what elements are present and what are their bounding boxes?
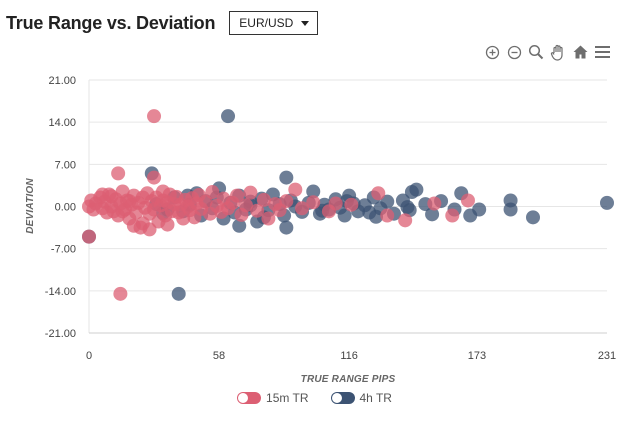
- x-tick-label: 173: [468, 350, 486, 362]
- scatter-point[interactable]: [445, 208, 460, 223]
- scatter-point[interactable]: [400, 200, 415, 215]
- scatter-point[interactable]: [238, 198, 253, 213]
- scatter-point[interactable]: [232, 218, 247, 233]
- scatter-point[interactable]: [295, 201, 310, 216]
- scatter-point[interactable]: [115, 204, 130, 219]
- scatter-point[interactable]: [279, 170, 294, 185]
- scatter-point[interactable]: [503, 202, 518, 217]
- x-tick-label: 116: [340, 350, 358, 362]
- scatter-point[interactable]: [279, 194, 294, 209]
- scatter-point[interactable]: [95, 187, 110, 202]
- scatter-point[interactable]: [380, 208, 395, 223]
- scatter-point[interactable]: [460, 193, 475, 208]
- toggle-icon: [330, 392, 355, 404]
- y-tick-label: 14.00: [48, 117, 76, 129]
- scatter-point[interactable]: [135, 216, 150, 231]
- y-tick-label: -21.00: [45, 328, 76, 340]
- scatter-point[interactable]: [147, 170, 162, 185]
- scatter-point[interactable]: [122, 194, 137, 209]
- y-tick-label: 21.00: [48, 75, 76, 87]
- y-tick-label: -7.00: [51, 244, 76, 256]
- chevron-down-icon: [301, 20, 310, 26]
- pan-hand-icon[interactable]: [549, 43, 567, 61]
- scatter-point[interactable]: [111, 166, 126, 181]
- currency-pair-dropdown[interactable]: EUR/USD: [229, 11, 319, 35]
- x-tick-label: 58: [213, 350, 225, 362]
- data-points[interactable]: [82, 109, 614, 301]
- scatter-point[interactable]: [279, 220, 294, 235]
- scatter-point[interactable]: [113, 286, 128, 301]
- legend-item-4h[interactable]: 4h TR: [330, 391, 392, 405]
- x-axis-title: TRUE RANGE PIPS: [301, 374, 396, 385]
- zoom-in-icon[interactable]: [483, 43, 501, 61]
- scatter-point[interactable]: [147, 109, 162, 124]
- scatter-point[interactable]: [82, 229, 96, 244]
- scatter-point[interactable]: [380, 194, 395, 209]
- scatter-point[interactable]: [250, 203, 265, 218]
- scatter-point[interactable]: [261, 211, 276, 226]
- scatter-point[interactable]: [156, 184, 170, 199]
- zoom-out-icon[interactable]: [505, 43, 523, 61]
- legend-label: 15m TR: [266, 391, 309, 405]
- scatter-point[interactable]: [337, 208, 352, 223]
- legend-item-15m[interactable]: 15m TR: [237, 391, 309, 405]
- chart-toolbar: [483, 43, 611, 61]
- scatter-point[interactable]: [427, 196, 442, 211]
- scatter-point[interactable]: [398, 213, 413, 228]
- scatter-point[interactable]: [306, 184, 321, 199]
- scatter-point[interactable]: [600, 195, 614, 210]
- scatter-point[interactable]: [371, 186, 386, 201]
- scatter-point[interactable]: [230, 188, 244, 203]
- scatter-point[interactable]: [205, 185, 220, 200]
- x-tick-label: 0: [86, 350, 92, 362]
- scatter-point[interactable]: [404, 185, 419, 200]
- page-title: True Range vs. Deviation: [6, 12, 216, 33]
- y-axis-title: DEVIATION: [25, 178, 36, 234]
- scatter-point[interactable]: [306, 195, 321, 210]
- zoom-select-icon[interactable]: [527, 43, 545, 61]
- scatter-point[interactable]: [221, 109, 236, 124]
- y-tick-label: -14.00: [45, 286, 76, 298]
- scatter-point[interactable]: [256, 192, 271, 207]
- scatter-point[interactable]: [160, 217, 175, 232]
- home-icon[interactable]: [571, 43, 589, 61]
- y-axis-ticks: 21.00 14.00 7.00 0.00 -7.00 -14.00 -21.00: [45, 75, 76, 340]
- scatter-point[interactable]: [288, 182, 303, 197]
- chart-legend: 15m TR 4h TR: [0, 391, 629, 405]
- scatter-point[interactable]: [425, 207, 440, 222]
- scatter-point[interactable]: [369, 209, 384, 224]
- toggle-icon: [237, 392, 262, 404]
- x-tick-label: 231: [598, 350, 616, 362]
- x-axis-ticks: 0 58 116 173 231: [86, 350, 616, 362]
- scatter-point[interactable]: [171, 286, 186, 301]
- y-tick-label: 0.00: [55, 202, 76, 214]
- scatter-point[interactable]: [344, 197, 359, 212]
- grid-lines: [88, 79, 607, 334]
- scatter-point[interactable]: [243, 185, 258, 200]
- currency-pair-value: EUR/USD: [239, 16, 294, 30]
- menu-icon[interactable]: [593, 43, 611, 61]
- y-tick-label: 7.00: [55, 159, 76, 171]
- scatter-point[interactable]: [526, 210, 540, 225]
- scatter-point[interactable]: [328, 196, 343, 211]
- scatter-point[interactable]: [472, 202, 487, 217]
- header: True Range vs. Deviation EUR/USD: [6, 8, 319, 38]
- legend-label: 4h TR: [359, 391, 392, 405]
